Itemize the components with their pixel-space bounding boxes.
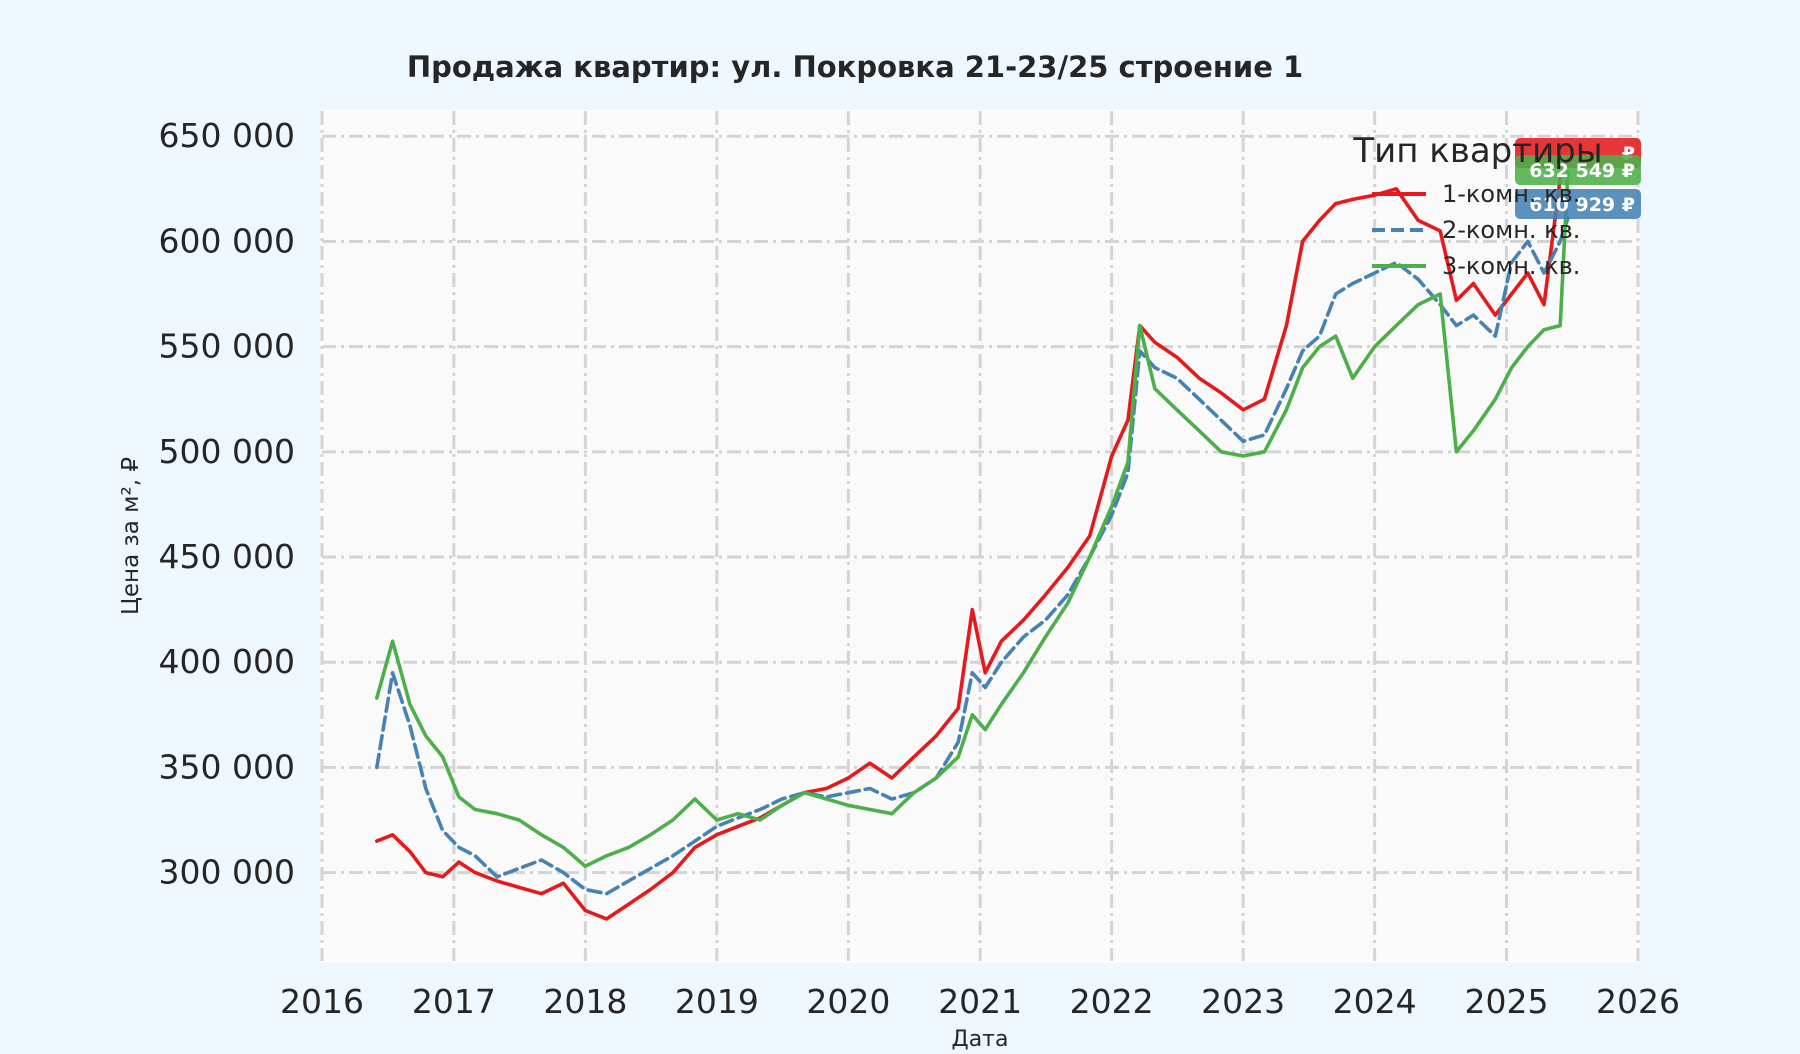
y-tick-label: 600 000 xyxy=(159,221,295,260)
x-axis-label: Дата xyxy=(952,1027,1009,1050)
end-label-text: 632 549 ₽ xyxy=(1529,160,1635,182)
y-tick-label: 550 000 xyxy=(159,327,295,366)
x-tick-label: 2021 xyxy=(938,982,1022,1021)
x-tick-label: 2019 xyxy=(675,982,759,1021)
series-line-1-комн. кв. xyxy=(375,155,1570,921)
legend-entry-label: 1-комн. кв. xyxy=(1442,180,1580,208)
y-tick-label: 300 000 xyxy=(159,853,295,892)
legend-entry-label: 3-комн. кв. xyxy=(1442,252,1580,280)
y-tick-label: 450 000 xyxy=(159,537,295,576)
y-tick-label: 400 000 xyxy=(159,642,295,681)
series-line-3-комн. кв. xyxy=(375,171,1570,869)
x-tick-label: 2024 xyxy=(1333,982,1417,1021)
y-tick-label: 350 000 xyxy=(159,747,295,786)
x-tick-label: 2016 xyxy=(280,982,364,1021)
x-tick-label: 2022 xyxy=(1070,982,1154,1021)
x-tick-label: 2020 xyxy=(806,982,890,1021)
x-tick-label: 2017 xyxy=(412,982,496,1021)
end-label-text: 610 929 ₽ xyxy=(1529,194,1635,216)
x-tick-label: 2023 xyxy=(1201,982,1285,1021)
x-tick-label: 2018 xyxy=(543,982,627,1021)
y-tick-label: 650 000 xyxy=(159,116,295,155)
x-tick-label: 2025 xyxy=(1465,982,1549,1021)
x-tick-label: 2026 xyxy=(1596,982,1680,1021)
y-tick-label: 500 000 xyxy=(159,432,295,471)
end-label-badge xyxy=(1515,155,1641,185)
end-value-labels: ₽632 549 ₽610 929 ₽ xyxy=(1515,138,1641,219)
legend: Тип квартиры 1-комн. кв. 2-комн. кв. 3-ком… xyxy=(1352,131,1602,280)
chart-title: Продажа квартир: ул. Покровка 21-23/25 с… xyxy=(407,50,1303,84)
end-label-badge xyxy=(1515,189,1641,219)
legend-title: Тип квартиры xyxy=(1352,131,1602,171)
legend-entry-label: 2-комн. кв. xyxy=(1442,216,1580,244)
y-axis-label: Цена за м², ₽ xyxy=(118,457,144,615)
y-axis-ticks: 300 000 350 000 400 000 450 000 500 000 550 0… xyxy=(159,116,295,891)
x-axis-ticks: 2016 2017 2018 2019 2020 2021 2022 2023 2024 2025… xyxy=(280,982,1680,1021)
